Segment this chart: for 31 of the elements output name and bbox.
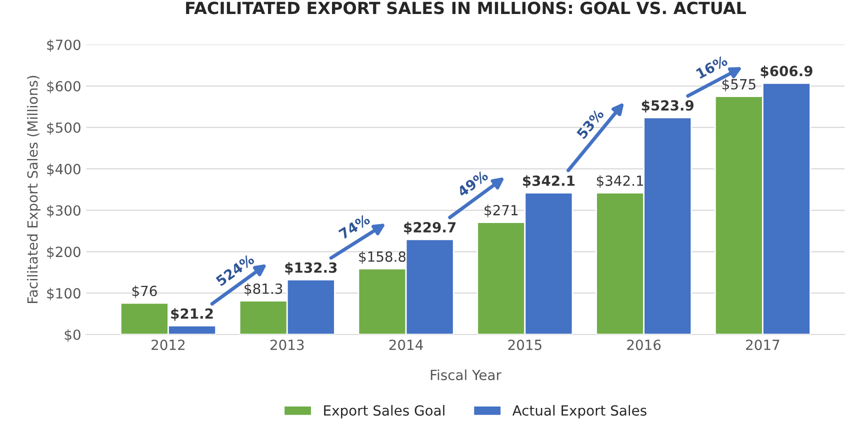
y-axis-title: Facilitated Export Sales (Millions) <box>26 76 40 304</box>
y-tick-label: $0 <box>64 329 80 342</box>
y-tick-label: $700 <box>47 39 80 52</box>
y-tick-label: $100 <box>47 288 80 300</box>
x-tick-label: 2017 <box>746 340 780 350</box>
data-label: $229.7 <box>404 222 456 234</box>
y-tick-label: $500 <box>47 122 80 135</box>
chart-title: FACILITATED EXPORT SALES IN MILLIONS: GOAL VS. ACTUAL <box>186 2 746 14</box>
y-tick-label: $400 <box>47 164 80 176</box>
data-label: $158.8 <box>359 251 406 264</box>
y-tick-label: $200 <box>47 246 80 259</box>
data-label: $76 <box>132 285 157 298</box>
y-tick-label: $600 <box>47 80 80 94</box>
y-tick-label: $300 <box>47 204 80 218</box>
legend-label: Actual Export Sales <box>512 404 646 418</box>
data-label: $21.2 <box>171 308 213 321</box>
x-tick-label: 2013 <box>270 340 304 350</box>
x-axis-title: Fiscal Year <box>430 369 502 380</box>
data-label: $132.3 <box>285 262 337 275</box>
x-tick-label: 2014 <box>389 340 423 350</box>
legend-label: Export Sales Goal <box>324 404 444 418</box>
data-label: $342.1 <box>522 175 575 188</box>
x-tick-label: 2015 <box>508 340 542 350</box>
data-label: $606.9 <box>760 66 812 78</box>
x-tick-label: 2012 <box>152 340 185 350</box>
data-label: $271 <box>484 204 518 218</box>
data-label: $342.1 <box>596 175 644 188</box>
data-label: $523.9 <box>642 100 694 113</box>
x-tick-label: 2016 <box>627 340 661 350</box>
annotation: 16% <box>696 55 728 79</box>
data-label: $575 <box>722 78 756 92</box>
